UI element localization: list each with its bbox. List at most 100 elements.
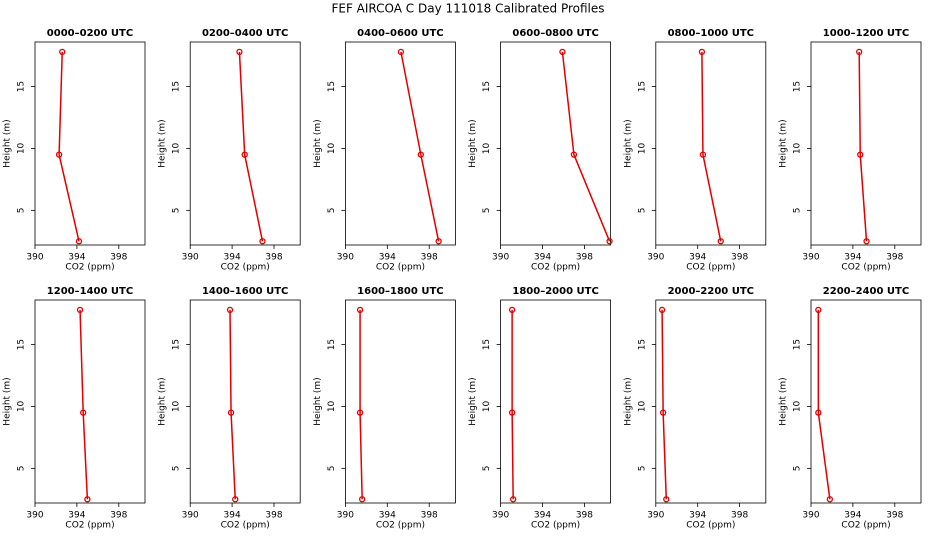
y-tick-label: 15 (637, 81, 647, 92)
y-tick-label: 10 (172, 400, 182, 412)
x-tick-label: 394 (534, 253, 551, 263)
x-tick-label: 390 (647, 511, 664, 521)
plot-box (34, 41, 146, 246)
profile-point (508, 306, 516, 314)
y-tick-label: 10 (637, 400, 647, 412)
profile-point (717, 238, 724, 245)
profile-line (701, 51, 722, 242)
profile-point (227, 409, 235, 416)
x-tick-label: 394 (689, 253, 706, 263)
y-axis-label: Height (m) (3, 377, 13, 425)
profile-point (510, 496, 517, 503)
profile-point (857, 151, 864, 158)
y-tick-label: 15 (482, 339, 492, 350)
y-tick-label: 10 (793, 142, 803, 154)
x-tick-label: 394 (379, 511, 396, 521)
profile-point (76, 306, 84, 314)
panel-title: 0400–0600 UTC (357, 28, 443, 39)
x-tick-label: 390 (802, 511, 819, 521)
profile-line (561, 51, 611, 242)
x-axis-label: CO2 (ppm) (65, 521, 114, 531)
plot-box (189, 299, 301, 504)
x-tick-label: 398 (886, 253, 903, 263)
y-tick-label: 15 (327, 81, 337, 92)
profile-point (226, 306, 234, 314)
x-axis-label: CO2 (ppm) (841, 521, 890, 531)
y-tick-label: 5 (793, 207, 803, 213)
x-tick-label: 398 (265, 253, 282, 263)
x-tick-label: 398 (731, 253, 748, 263)
profile-point (659, 409, 667, 416)
x-tick-label: 394 (844, 511, 861, 521)
profile-point (232, 496, 239, 503)
profile-line (229, 309, 236, 500)
y-tick-label: 15 (17, 81, 27, 92)
profile-point (241, 151, 248, 158)
plot-box (810, 41, 922, 246)
y-tick-label: 5 (482, 465, 492, 471)
profile-line (858, 51, 868, 242)
profile-point (826, 496, 834, 503)
x-axis-label: CO2 (ppm) (376, 521, 425, 531)
panel-title: 0600–0800 UTC (512, 28, 598, 39)
panel-title: 0200–0400 UTC (202, 28, 288, 39)
x-axis-label: CO2 (ppm) (221, 521, 270, 531)
x-tick-label: 394 (534, 511, 551, 521)
y-axis-label: Height (m) (313, 119, 323, 167)
x-axis-label: CO2 (ppm) (531, 263, 580, 273)
x-axis-label: CO2 (ppm) (221, 263, 270, 273)
y-axis-label: Height (m) (3, 119, 13, 167)
profile-point (356, 306, 364, 314)
plot-box (34, 299, 146, 504)
x-axis-label: CO2 (ppm) (686, 263, 735, 273)
profile-line (400, 51, 440, 242)
y-tick-label: 15 (793, 81, 803, 92)
y-axis-label: Height (m) (623, 377, 633, 425)
y-tick-label: 5 (172, 207, 182, 213)
profile-point (55, 151, 63, 158)
profile-line (817, 309, 831, 500)
panel-title: 0000–0200 UTC (47, 28, 133, 39)
panel-title: 1800–2000 UTC (512, 286, 598, 297)
y-axis-label: Height (m) (158, 119, 168, 167)
x-tick-label: 390 (802, 253, 819, 263)
panel-title: 1200–1400 UTC (47, 286, 133, 297)
plot-box (500, 299, 612, 504)
x-tick-label: 390 (647, 253, 664, 263)
y-tick-label: 5 (17, 465, 27, 471)
profile-line (58, 51, 80, 242)
plot-box (500, 41, 612, 246)
y-axis-label: Height (m) (468, 377, 478, 425)
x-tick-label: 398 (886, 511, 903, 521)
plot-box (655, 299, 767, 504)
panel-title: 0800–1000 UTC (668, 28, 754, 39)
y-tick-label: 15 (17, 339, 27, 350)
profile-point (359, 496, 366, 503)
plot-box (189, 41, 301, 246)
x-tick-label: 390 (26, 253, 43, 263)
plot-box (344, 299, 456, 504)
profile-point (815, 409, 822, 416)
profile-line (359, 309, 363, 500)
y-tick-label: 5 (172, 465, 182, 471)
y-tick-label: 5 (17, 207, 27, 213)
y-tick-label: 10 (327, 142, 337, 154)
y-tick-label: 10 (17, 400, 27, 412)
y-tick-label: 5 (637, 465, 647, 471)
y-tick-label: 10 (172, 142, 182, 154)
y-tick-label: 10 (637, 142, 647, 154)
profile-point (856, 48, 863, 56)
x-tick-label: 398 (576, 253, 593, 263)
y-tick-label: 5 (327, 465, 337, 471)
profile-point (863, 238, 870, 245)
profile-point (417, 151, 424, 158)
x-tick-label: 390 (337, 253, 354, 263)
profile-point (559, 48, 566, 56)
panel-title: 2000–2200 UTC (668, 286, 754, 297)
x-tick-label: 390 (492, 511, 509, 521)
y-tick-label: 15 (327, 339, 337, 350)
profile-line (511, 309, 514, 500)
x-tick-label: 390 (182, 511, 199, 521)
profile-point (508, 409, 516, 416)
y-tick-label: 5 (793, 465, 803, 471)
